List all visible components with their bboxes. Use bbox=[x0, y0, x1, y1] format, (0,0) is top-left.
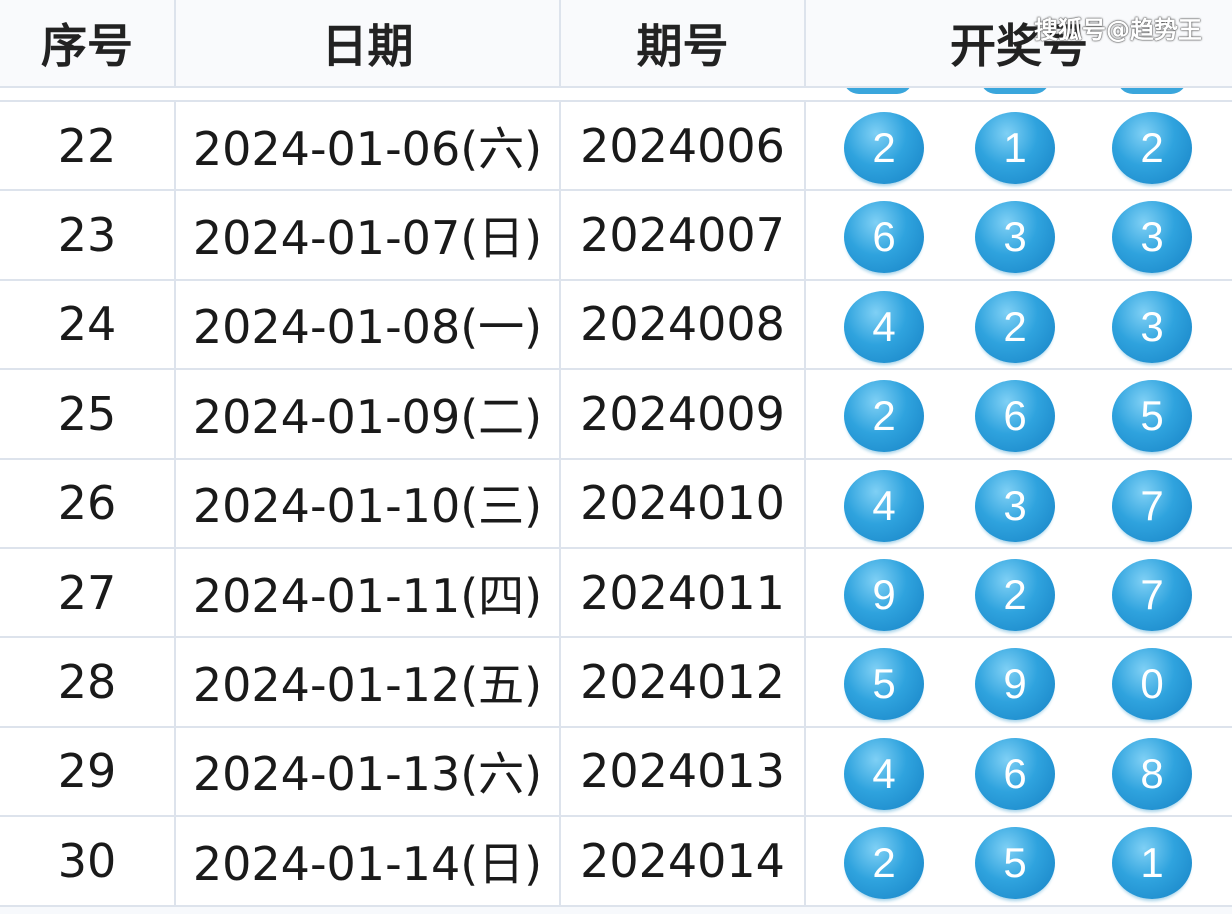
number-ball: 1 bbox=[1112, 827, 1192, 900]
table-row: 29 2024-01-13(六) 2024013 4 6 8 bbox=[0, 727, 1232, 818]
number-ball: 2 bbox=[844, 827, 924, 900]
seq-cell: 24 bbox=[0, 280, 176, 369]
number-ball: 1 bbox=[975, 112, 1055, 184]
table-row: 28 2024-01-12(五) 2024012 5 9 0 bbox=[0, 638, 1232, 728]
number-ball: 5 bbox=[975, 827, 1055, 900]
table-row: 22 2024-01-06(六) 2024006 2 1 2 bbox=[0, 102, 1232, 192]
seq-cell: 30 bbox=[0, 817, 176, 905]
header-date: 日期 bbox=[176, 0, 561, 88]
number-ball: 0 bbox=[1112, 648, 1192, 721]
ball-fragment bbox=[980, 88, 1050, 94]
seq-cell: 27 bbox=[0, 549, 176, 637]
previous-row-fragment bbox=[0, 88, 1232, 102]
table-row: 26 2024-01-10(三) 2024010 4 3 7 bbox=[0, 459, 1232, 549]
issue-cell: 2024014 bbox=[561, 817, 806, 905]
seq-cell: 25 bbox=[0, 370, 176, 458]
number-ball: 4 bbox=[844, 290, 924, 363]
number-ball: 6 bbox=[975, 380, 1055, 453]
issue-cell: 2024012 bbox=[561, 638, 806, 726]
number-ball: 9 bbox=[975, 648, 1055, 721]
date-cell: 2024-01-09(二) bbox=[176, 370, 561, 458]
table-row: 30 2024-01-14(日) 2024014 2 5 1 bbox=[0, 817, 1232, 907]
number-ball: 4 bbox=[844, 737, 924, 810]
number-ball: 8 bbox=[1112, 737, 1192, 810]
number-ball: 2 bbox=[975, 559, 1055, 631]
number-ball: 3 bbox=[975, 201, 1055, 274]
watermark: 搜狐号@趋势王 bbox=[1034, 16, 1202, 44]
date-cell: 2024-01-12(五) bbox=[176, 638, 561, 726]
seq-cell: 26 bbox=[0, 459, 176, 547]
seq-cell: 29 bbox=[0, 727, 176, 816]
header-seq: 序号 bbox=[0, 0, 176, 88]
number-ball: 6 bbox=[844, 201, 924, 274]
issue-cell: 2024010 bbox=[561, 459, 806, 547]
date-cell: 2024-01-07(日) bbox=[176, 191, 561, 279]
date-cell: 2024-01-13(六) bbox=[176, 727, 561, 816]
date-cell: 2024-01-06(六) bbox=[176, 102, 561, 190]
date-cell: 2024-01-11(四) bbox=[176, 549, 561, 637]
number-ball: 2 bbox=[1112, 112, 1192, 184]
number-ball: 3 bbox=[975, 469, 1055, 542]
header-issue: 期号 bbox=[561, 0, 806, 88]
issue-cell: 2024008 bbox=[561, 280, 806, 369]
issue-cell: 2024006 bbox=[561, 102, 806, 190]
number-ball: 6 bbox=[975, 737, 1055, 810]
number-ball: 5 bbox=[844, 648, 924, 721]
number-ball: 3 bbox=[1112, 201, 1192, 274]
number-ball: 7 bbox=[1112, 469, 1192, 542]
number-ball: 7 bbox=[1112, 559, 1192, 631]
seq-cell: 28 bbox=[0, 638, 176, 726]
number-ball: 9 bbox=[844, 559, 924, 631]
ball-fragment bbox=[1117, 88, 1187, 94]
ball-fragment bbox=[843, 88, 913, 94]
number-ball: 2 bbox=[844, 112, 924, 184]
number-ball: 2 bbox=[844, 380, 924, 453]
number-ball: 5 bbox=[1112, 380, 1192, 453]
issue-cell: 2024007 bbox=[561, 191, 806, 279]
table-row: 27 2024-01-11(四) 2024011 9 2 7 bbox=[0, 549, 1232, 639]
table-row: 23 2024-01-07(日) 2024007 6 3 3 bbox=[0, 191, 1232, 281]
issue-cell: 2024013 bbox=[561, 727, 806, 816]
date-cell: 2024-01-14(日) bbox=[176, 817, 561, 905]
number-ball: 2 bbox=[975, 290, 1055, 363]
table-row: 24 2024-01-08(一) 2024008 4 2 3 bbox=[0, 280, 1232, 371]
number-ball: 4 bbox=[844, 469, 924, 542]
number-ball: 3 bbox=[1112, 290, 1192, 363]
date-cell: 2024-01-10(三) bbox=[176, 459, 561, 547]
table-row: 25 2024-01-09(二) 2024009 2 6 5 bbox=[0, 370, 1232, 460]
date-cell: 2024-01-08(一) bbox=[176, 280, 561, 369]
issue-cell: 2024011 bbox=[561, 549, 806, 637]
seq-cell: 22 bbox=[0, 102, 176, 190]
issue-cell: 2024009 bbox=[561, 370, 806, 458]
seq-cell: 23 bbox=[0, 191, 176, 279]
header-numbers: 开奖号 bbox=[806, 0, 1232, 88]
